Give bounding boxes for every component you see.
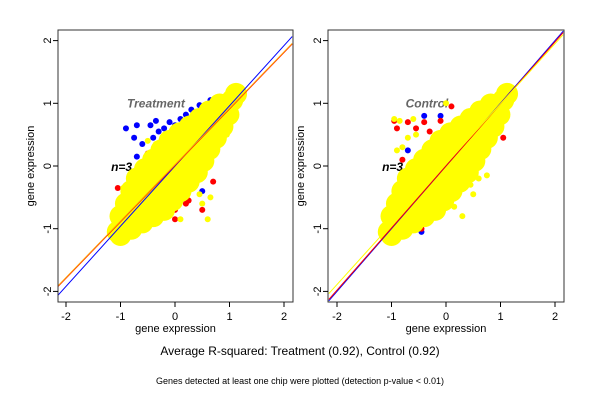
panel-label: Treatment bbox=[127, 96, 186, 110]
x-axis-label: gene expression bbox=[406, 323, 487, 335]
x-tick-label: -1 bbox=[116, 311, 126, 323]
data-point bbox=[199, 206, 206, 213]
x-axis-label: gene expression bbox=[135, 323, 216, 335]
y-tick-label: -1 bbox=[42, 224, 54, 234]
data-point bbox=[475, 175, 482, 182]
scatter-panel-control: Control n=3 -2 -1 0 1 2 -2 -1 0 1 2 gene expression g… bbox=[295, 29, 565, 335]
y-tick-label: 0 bbox=[42, 163, 54, 169]
scatter-panel-treatment: Treatment n=3 -2 -1 0 1 2 -2 -1 0 1 2 gene expressio… bbox=[25, 29, 294, 335]
data-point bbox=[500, 134, 507, 141]
x-tick-label: -1 bbox=[387, 311, 397, 323]
data-point bbox=[483, 172, 490, 179]
regression-line bbox=[58, 43, 293, 287]
data-point bbox=[207, 194, 214, 201]
regression-line bbox=[328, 34, 564, 294]
data-point bbox=[448, 103, 455, 110]
y-tick-label: 1 bbox=[312, 100, 324, 106]
data-point bbox=[437, 117, 444, 124]
regression-line bbox=[328, 32, 564, 300]
data-point bbox=[393, 125, 400, 132]
y-axis-label: gene expression bbox=[295, 126, 307, 207]
y-axis-label: gene expression bbox=[25, 126, 37, 207]
data-point bbox=[467, 181, 474, 188]
data-point bbox=[155, 128, 162, 135]
data-point bbox=[494, 109, 501, 116]
x-tick-label: 0 bbox=[443, 311, 449, 323]
data-point bbox=[496, 82, 519, 105]
data-point bbox=[122, 125, 129, 132]
x-tick-label: 2 bbox=[281, 311, 287, 323]
plot-area: Control n=3 bbox=[328, 30, 564, 302]
data-point bbox=[399, 156, 406, 163]
data-point bbox=[443, 100, 449, 107]
footnote-annotation: Genes detected at least one chip were pl… bbox=[156, 376, 444, 386]
data-point bbox=[410, 115, 417, 122]
data-point bbox=[426, 128, 433, 135]
data-point bbox=[421, 112, 428, 119]
y-tick-label: 2 bbox=[42, 38, 54, 44]
data-point bbox=[120, 184, 127, 191]
data-point bbox=[391, 115, 398, 122]
y-tick-label: -2 bbox=[42, 287, 54, 297]
data-point bbox=[139, 141, 146, 148]
data-point bbox=[404, 119, 411, 126]
y-tick-label: -1 bbox=[312, 224, 324, 234]
x-tick-label: 0 bbox=[172, 311, 178, 323]
data-point bbox=[437, 112, 444, 119]
data-point bbox=[404, 134, 411, 141]
data-point bbox=[131, 134, 138, 141]
data-point bbox=[225, 82, 248, 105]
data-point bbox=[413, 131, 420, 138]
data-point bbox=[421, 119, 428, 126]
y-tick-label: 2 bbox=[312, 38, 324, 44]
data-point bbox=[172, 216, 178, 223]
data-point bbox=[177, 216, 184, 223]
data-point bbox=[133, 122, 140, 129]
data-point bbox=[393, 147, 400, 154]
x-tick-label: 2 bbox=[552, 311, 558, 323]
plot-area: Treatment n=3 bbox=[58, 36, 293, 296]
data-point bbox=[199, 200, 206, 207]
data-point bbox=[451, 203, 458, 210]
summary-annotation: Average R-squared: Treatment (0.92), Con… bbox=[160, 344, 439, 358]
x-tick-label: 1 bbox=[226, 311, 232, 323]
data-point bbox=[196, 191, 203, 198]
data-point bbox=[152, 117, 159, 124]
data-point bbox=[399, 144, 406, 151]
data-point bbox=[133, 153, 140, 160]
data-point bbox=[150, 134, 157, 141]
data-point bbox=[147, 122, 154, 129]
data-point bbox=[152, 141, 159, 148]
data-point bbox=[388, 200, 395, 207]
data-point bbox=[166, 119, 173, 126]
data-point bbox=[114, 184, 121, 191]
y-tick-label: 1 bbox=[42, 100, 54, 106]
n-label: n=3 bbox=[111, 160, 132, 174]
data-point bbox=[459, 213, 466, 220]
data-point bbox=[413, 125, 420, 132]
data-point bbox=[204, 216, 211, 223]
data-point bbox=[210, 178, 217, 185]
data-point bbox=[223, 131, 230, 138]
panel-label: Control bbox=[406, 96, 449, 110]
x-tick-label: -2 bbox=[332, 311, 342, 323]
data-point bbox=[396, 117, 403, 124]
data-point bbox=[161, 125, 168, 132]
data-point bbox=[210, 134, 217, 141]
n-label: n=3 bbox=[382, 160, 403, 174]
data-point bbox=[144, 137, 151, 144]
data-point bbox=[404, 147, 411, 154]
y-tick-label: 0 bbox=[312, 163, 324, 169]
y-tick-label: -2 bbox=[312, 287, 324, 297]
x-tick-label: 1 bbox=[497, 311, 503, 323]
x-tick-label: -2 bbox=[61, 311, 71, 323]
data-point bbox=[470, 191, 477, 198]
